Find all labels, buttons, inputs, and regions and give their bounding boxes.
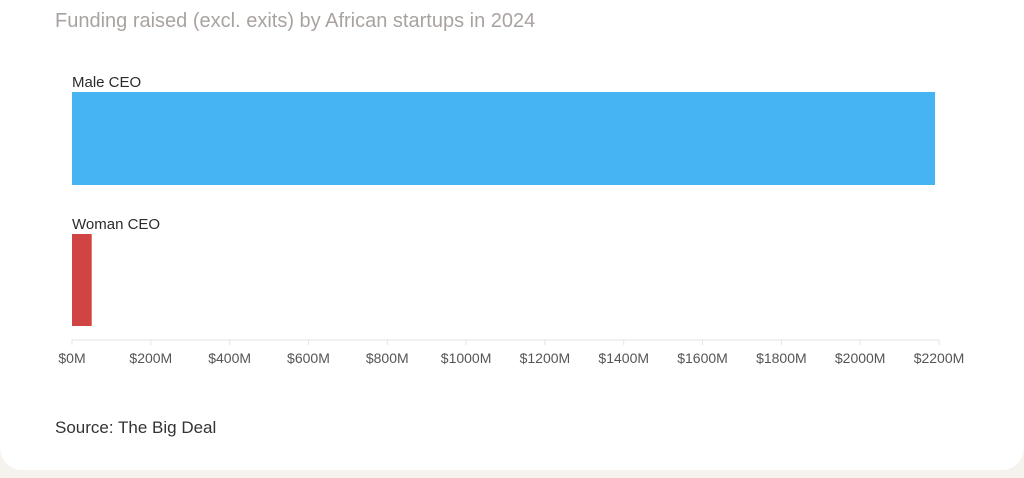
x-tick-label: $1200M xyxy=(520,350,571,366)
bar-woman-ceo xyxy=(72,234,92,326)
x-tick-label: $600M xyxy=(287,350,330,366)
x-tick-label: $1000M xyxy=(441,350,492,366)
x-tick-label: $1800M xyxy=(756,350,807,366)
source-note: Source: The Big Deal xyxy=(55,418,217,437)
bar-male-ceo xyxy=(72,92,936,185)
category-label-male-ceo: Male CEO xyxy=(72,74,141,91)
x-tick-label: $200M xyxy=(129,350,172,366)
x-tick-label: $2000M xyxy=(835,350,886,366)
category-label-woman-ceo: Woman CEO xyxy=(72,216,160,233)
x-tick-label: $0M xyxy=(58,350,85,366)
x-tick-label: $400M xyxy=(208,350,251,366)
chart-title: Funding raised (excl. exits) by African … xyxy=(55,10,536,32)
x-tick-label: $1600M xyxy=(677,350,728,366)
x-tick-label: $1400M xyxy=(598,350,649,366)
x-tick-label: $2200M xyxy=(914,350,965,366)
bar-chart: Male CEO Woman CEO $0M $200M $400M $600M $800… xyxy=(58,74,965,366)
x-tick-label: $800M xyxy=(366,350,409,366)
